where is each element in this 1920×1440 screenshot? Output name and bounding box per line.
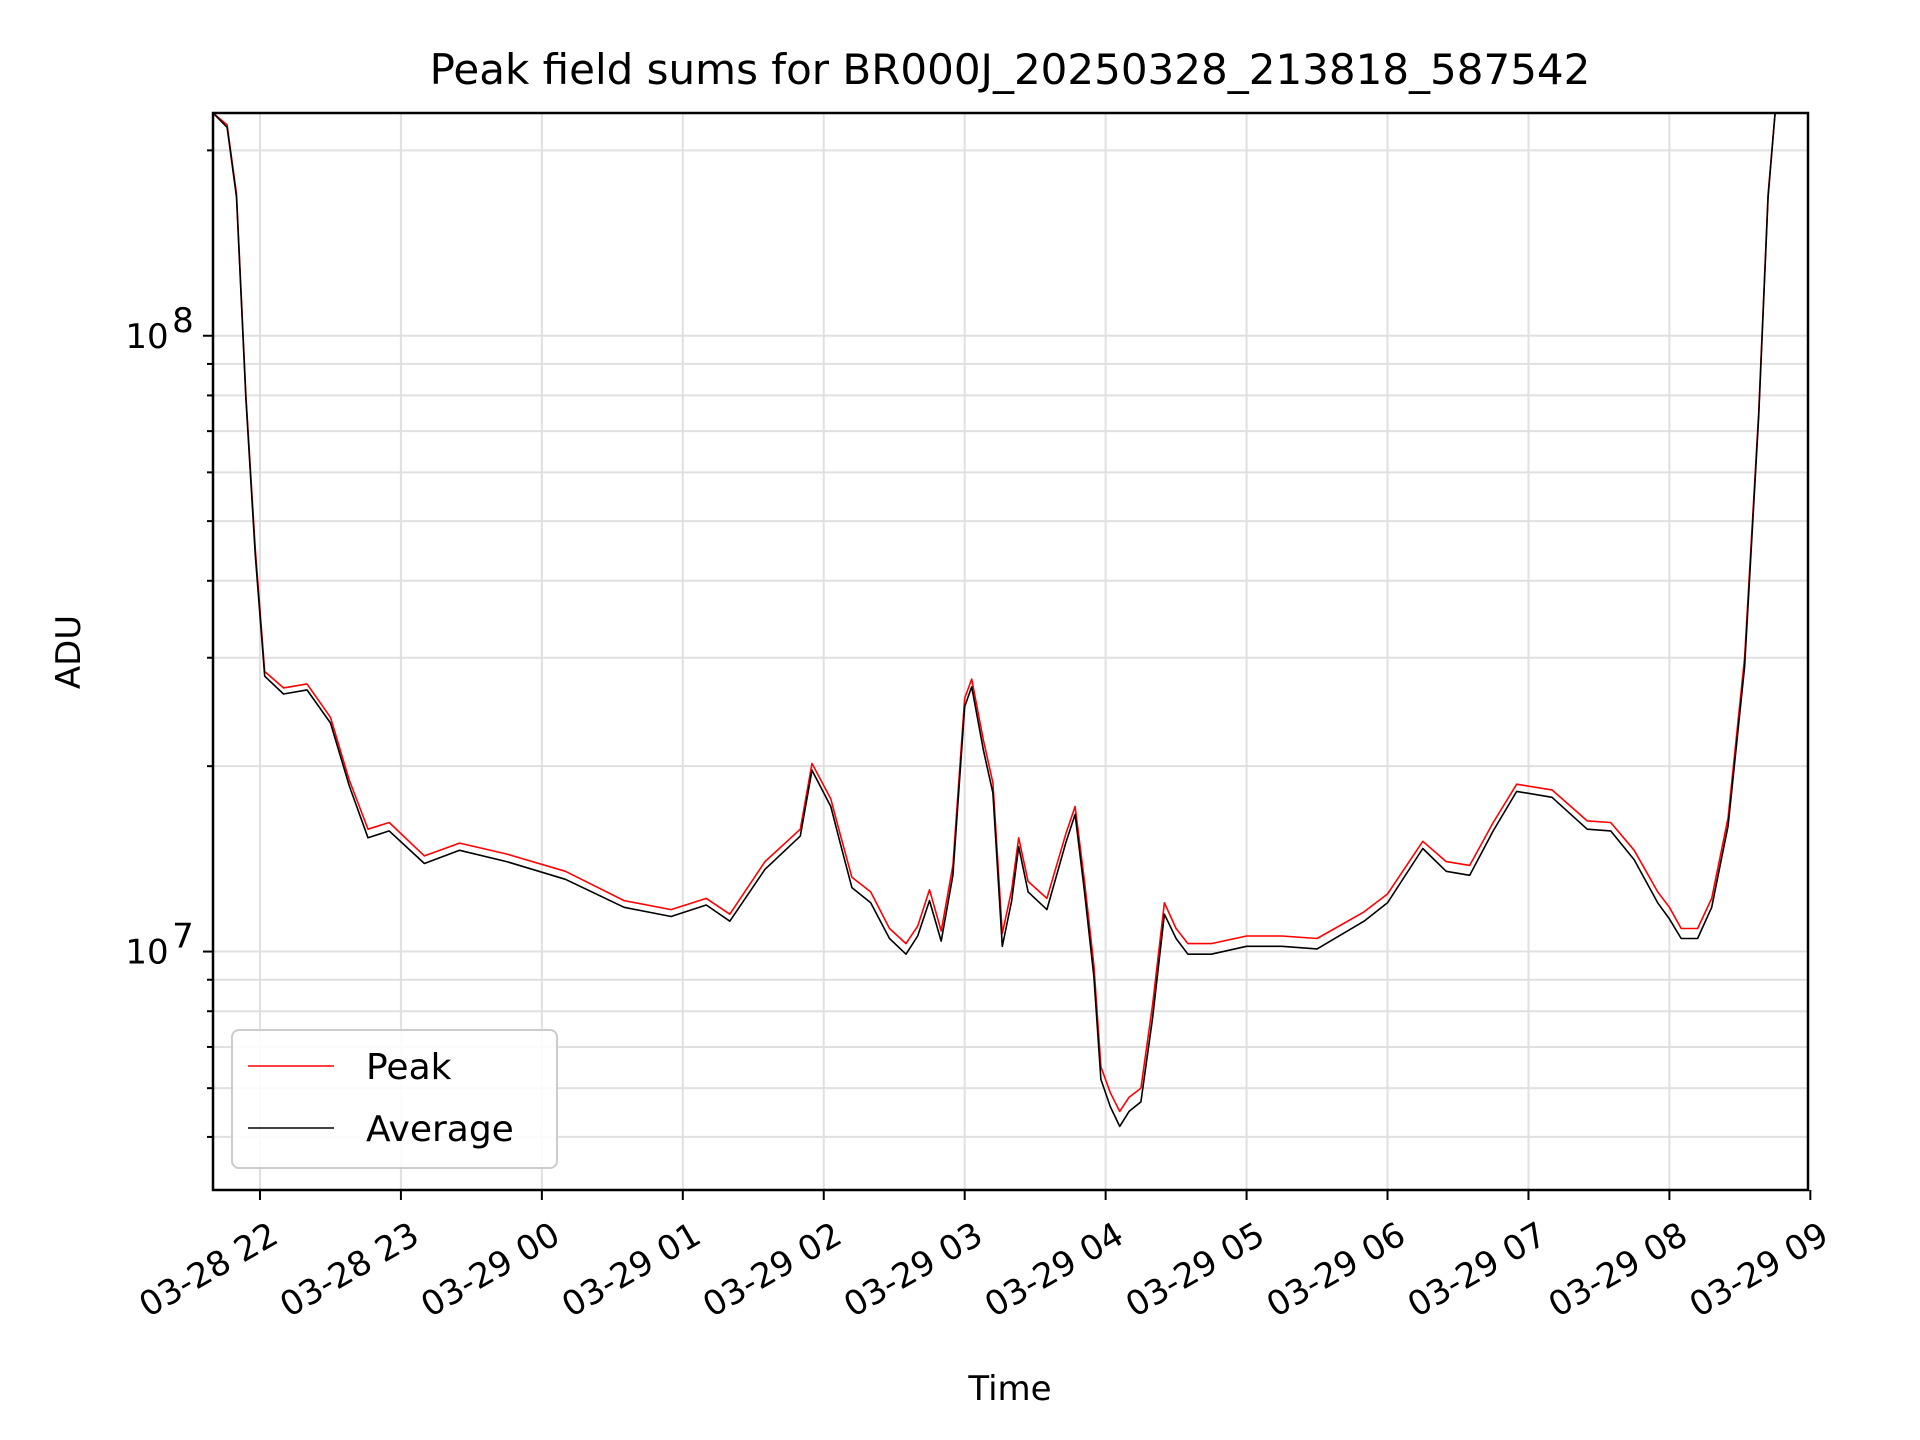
average-series-line [213, 113, 1776, 1128]
y-tick-label-exponent: 7 [172, 917, 194, 957]
grid [213, 113, 1808, 1190]
y-axis-label: ADU [49, 615, 89, 689]
legend: Peak Average [231, 1029, 558, 1169]
y-tick-label-exponent: 8 [172, 301, 194, 341]
y-tick-label: 10 [125, 317, 168, 357]
legend-label-average: Average [366, 1109, 514, 1150]
chart-title: Peak field sums for BR000J_20250328_2138… [430, 45, 1591, 94]
legend-label-peak: Peak [366, 1047, 452, 1088]
plot-frame [211, 111, 1810, 1192]
legend-box [231, 1029, 558, 1169]
y-tick-label: 10 [125, 933, 168, 973]
series-layer [213, 113, 1776, 1128]
peak-series-line [213, 113, 1776, 1113]
x-axis-label: Time [967, 1369, 1051, 1409]
